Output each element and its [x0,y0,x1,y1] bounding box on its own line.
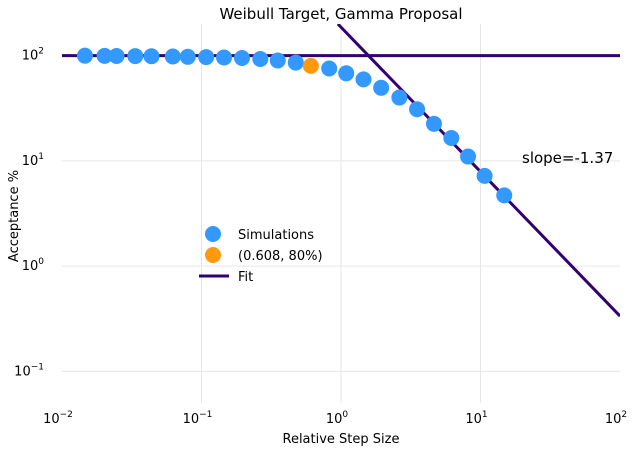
legend-label-simulations: Simulations [238,228,314,243]
x-tick-label: 101 [465,410,487,427]
simulation-point [233,49,250,66]
legend-label-fit: Fit [238,270,253,285]
simulation-point [391,89,408,106]
simulation-point [338,65,355,82]
simulation-point [496,187,513,204]
y-tick-label: 100 [22,257,45,274]
x-tick-labels: 10−2 10−1 100 101 102 [43,410,627,427]
y-tick-label: 102 [22,47,44,64]
simulation-point [216,49,233,66]
simulation-point [96,47,113,64]
simulation-point [269,52,286,69]
x-tick-label: 10−1 [183,410,213,427]
simulation-point [409,101,426,118]
simulation-point [425,115,442,132]
simulation-point [76,47,93,64]
x-tick-label: 100 [326,410,349,427]
simulation-point [355,71,372,88]
legend-label-target: (0.608, 80%) [238,249,323,264]
fit-line-slope [336,24,620,318]
y-tick-labels: 10−1 100 101 102 [14,47,44,380]
x-tick-label: 102 [605,410,627,427]
y-tick-label: 10−1 [14,362,44,379]
simulation-point [476,167,493,184]
slope-annotation: slope=-1.37 [522,149,613,167]
data-points [76,47,513,204]
x-tick-label: 10−2 [43,410,73,427]
simulation-point [127,48,144,65]
simulation-point [198,49,215,66]
legend: Simulations (0.608, 80%) Fit [199,226,323,285]
simulation-point [373,79,390,96]
chart-title: Weibull Target, Gamma Proposal [219,5,462,23]
simulation-point [287,54,304,71]
simulation-point [252,50,269,67]
simulation-point [460,148,477,165]
target-point [302,57,319,74]
simulation-point [321,60,338,77]
y-axis-label: Acceptance % [7,170,22,262]
y-tick-label: 101 [22,152,44,169]
simulation-point [179,48,196,65]
simulation-point [108,47,125,64]
legend-marker-target [205,247,221,263]
simulation-point [143,48,160,65]
simulation-point [164,48,181,65]
x-axis-label: Relative Step Size [283,432,400,447]
simulation-point [443,130,460,147]
legend-marker-simulations [205,226,221,242]
grid-lines [62,24,620,403]
